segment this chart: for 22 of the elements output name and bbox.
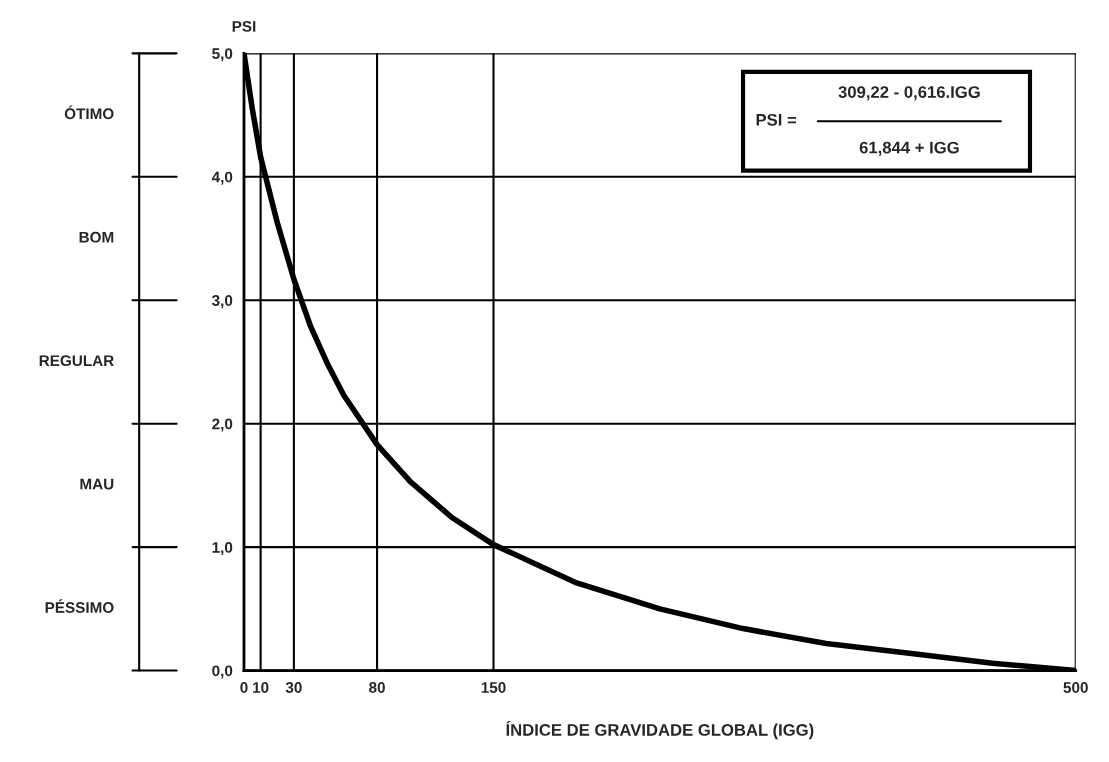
y-tick-label: 3,0 [211,295,233,309]
annotation: 309,22 - 0,616.IGG [838,86,980,101]
y-axis-title: PSI [232,20,256,32]
y-tick-label: 1,0 [212,541,233,556]
annotation: 61,844 + IGG [859,141,959,156]
x-tick-label: 0 [240,682,248,693]
text: BOM [79,231,114,243]
text: MAU [80,478,114,490]
x-tick-label: 30 [285,682,302,693]
y-tick-label: 4,0 [211,171,233,185]
y-tick-label: 0,0 [212,665,233,679]
x-tick-label: 500 [1063,682,1088,693]
annotation: PSI = [756,113,797,126]
x-tick-label: 10 [253,682,269,693]
x-tick-label: 80 [369,682,385,693]
text: ÓTIMO [64,105,114,120]
x-tick-label: 150 [481,682,506,693]
y-tick-label: 5,0 [212,48,233,62]
x-axis-title: ÍNDICE DE GRAVIDADE GLOBAL (IGG) [506,720,814,740]
text: REGULAR [39,355,114,367]
text: PÉSSIMO [45,599,114,613]
y-tick-label: 2,0 [212,418,233,432]
